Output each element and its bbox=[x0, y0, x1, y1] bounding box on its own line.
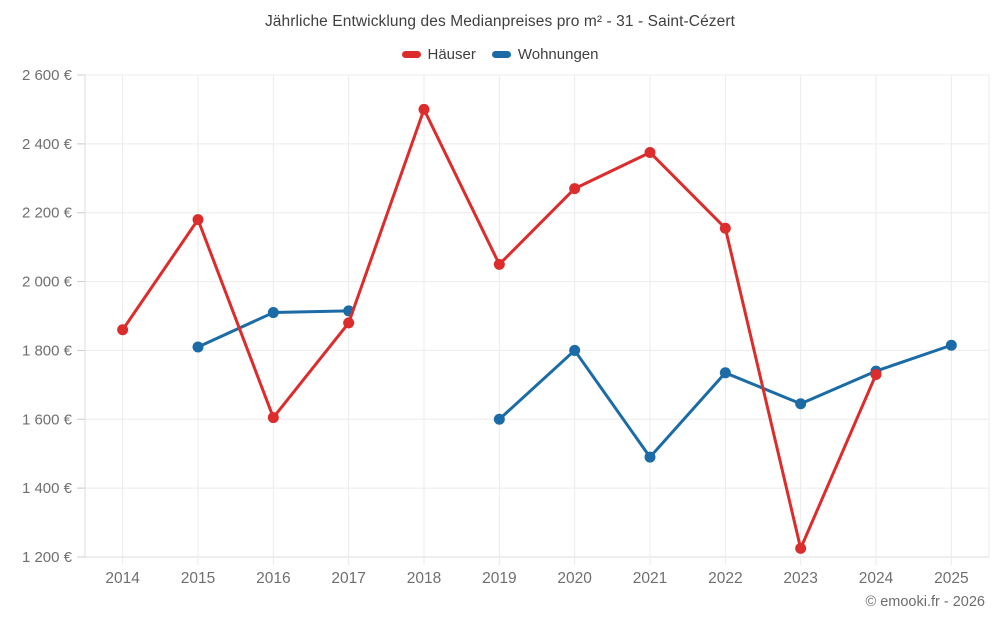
x-axis-label: 2014 bbox=[105, 570, 140, 587]
haeuser-point-marker[interactable] bbox=[418, 103, 430, 115]
copyright-credit: © emooki.fr - 2026 bbox=[865, 594, 985, 610]
y-axis-label: 1 600 € bbox=[22, 411, 73, 428]
haeuser-point-marker[interactable] bbox=[719, 222, 731, 234]
wohnungen-legend-swatch-icon bbox=[491, 51, 511, 58]
y-axis-label: 1 200 € bbox=[22, 549, 73, 566]
haeuser-point-marker[interactable] bbox=[267, 412, 279, 424]
chart-legend: Häuser Wohnungen bbox=[0, 46, 1000, 63]
haeuser-point-marker[interactable] bbox=[493, 258, 505, 270]
y-axis-label: 2 200 € bbox=[22, 205, 73, 222]
y-axis-label: 2 000 € bbox=[22, 274, 73, 291]
x-axis-label: 2022 bbox=[708, 570, 742, 587]
legend-item-haeuser[interactable]: Häuser bbox=[401, 46, 476, 63]
x-axis-label: 2015 bbox=[181, 570, 215, 587]
x-axis-label: 2019 bbox=[482, 570, 516, 587]
chart-title: Jährliche Entwicklung des Medianpreises … bbox=[264, 13, 736, 30]
legend-label-wohnungen: Wohnungen bbox=[517, 46, 599, 63]
x-axis-label: 2016 bbox=[256, 570, 290, 587]
wohnungen-point-marker[interactable] bbox=[719, 367, 731, 379]
y-axis-label: 2 400 € bbox=[22, 136, 73, 153]
y-axis-label: 1 800 € bbox=[22, 342, 73, 359]
x-axis-label: 2024 bbox=[859, 570, 894, 587]
wohnungen-point-marker[interactable] bbox=[945, 339, 957, 351]
wohnungen-point-marker[interactable] bbox=[267, 307, 279, 319]
x-axis-label: 2025 bbox=[934, 570, 968, 587]
wohnungen-point-marker[interactable] bbox=[569, 344, 581, 356]
haeuser-point-marker[interactable] bbox=[569, 183, 581, 195]
x-axis-label: 2021 bbox=[633, 570, 667, 587]
legend-item-wohnungen[interactable]: Wohnungen bbox=[491, 46, 599, 63]
haeuser-point-marker[interactable] bbox=[343, 317, 355, 329]
x-axis-label: 2023 bbox=[783, 570, 817, 587]
x-axis-label: 2020 bbox=[557, 570, 592, 587]
x-axis-label: 2017 bbox=[331, 570, 365, 587]
wohnungen-point-marker[interactable] bbox=[493, 413, 505, 425]
y-axis-label: 2 600 € bbox=[22, 67, 73, 84]
x-axis-label: 2018 bbox=[407, 570, 441, 587]
wohnungen-point-marker[interactable] bbox=[795, 398, 807, 410]
legend-label-haeuser: Häuser bbox=[427, 46, 476, 63]
haeuser-point-marker[interactable] bbox=[117, 324, 129, 336]
y-axis-label: 1 400 € bbox=[22, 480, 73, 497]
haeuser-point-marker[interactable] bbox=[795, 542, 807, 554]
wohnungen-point-marker[interactable] bbox=[644, 451, 656, 463]
haeuser-legend-swatch-icon bbox=[401, 51, 421, 58]
haeuser-point-marker[interactable] bbox=[870, 369, 882, 381]
haeuser-point-marker[interactable] bbox=[644, 146, 656, 158]
haeuser-point-marker[interactable] bbox=[192, 214, 204, 226]
wohnungen-point-marker[interactable] bbox=[192, 341, 204, 353]
